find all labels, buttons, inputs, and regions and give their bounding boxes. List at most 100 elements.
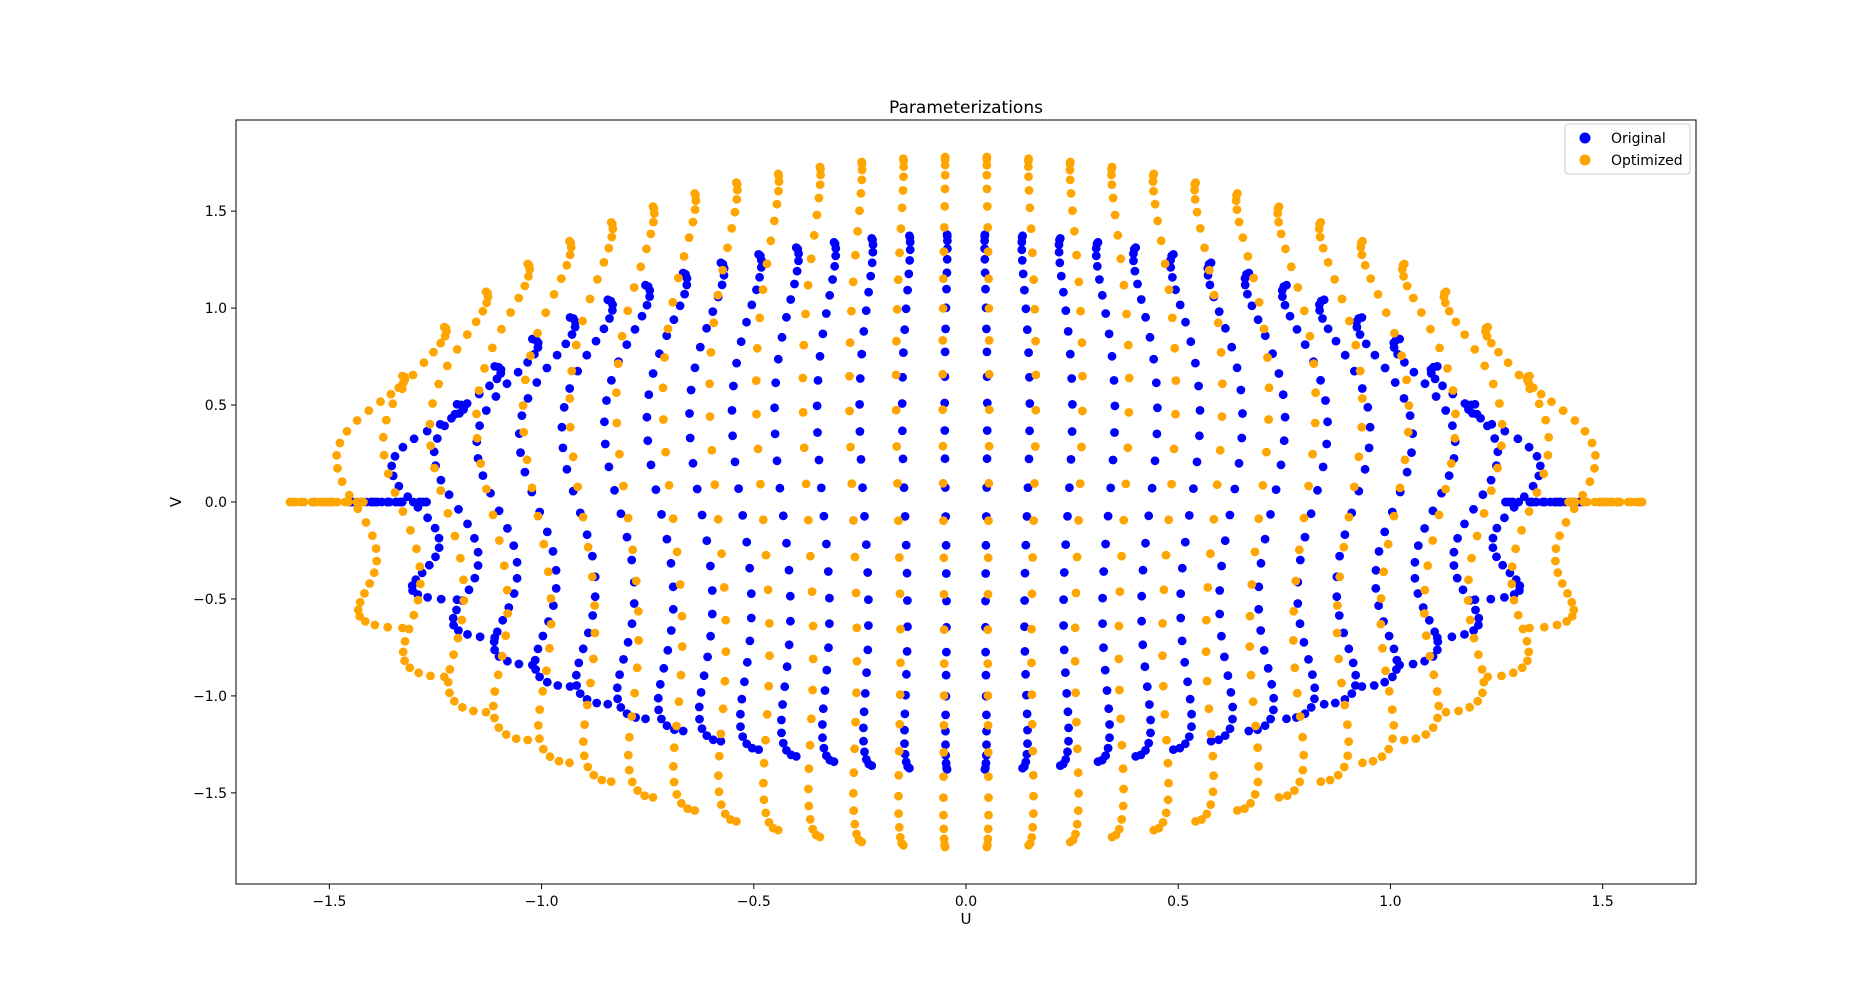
data-point-original — [436, 594, 446, 604]
data-point-optimized — [798, 373, 808, 383]
data-point-optimized — [726, 815, 735, 824]
data-point-optimized — [1590, 497, 1600, 507]
data-point-optimized — [1281, 244, 1290, 254]
data-point-original — [1266, 510, 1275, 519]
data-point-original — [1374, 547, 1384, 556]
data-point-original — [1524, 442, 1534, 452]
data-point-original — [942, 230, 952, 240]
data-point-optimized — [672, 790, 682, 799]
data-point-optimized — [1209, 514, 1219, 524]
data-point-original — [858, 483, 867, 493]
data-point-optimized — [1464, 575, 1473, 585]
data-point-original — [982, 347, 992, 357]
data-point-optimized — [755, 313, 765, 323]
data-point-optimized — [1534, 399, 1544, 409]
data-point-original — [1365, 422, 1375, 432]
data-point-optimized — [648, 202, 658, 212]
data-point-optimized — [523, 259, 533, 269]
data-point-original — [901, 304, 911, 314]
data-point-original — [1130, 266, 1140, 276]
data-point-original — [941, 710, 950, 720]
data-point-original — [1413, 589, 1423, 598]
data-point-original — [824, 643, 833, 653]
data-point-original — [1441, 406, 1451, 415]
data-point-optimized — [459, 596, 469, 605]
data-point-original — [1444, 471, 1454, 480]
data-point-original — [616, 703, 626, 712]
data-point-original — [823, 567, 833, 576]
data-point-original — [899, 348, 908, 357]
data-point-optimized — [1209, 771, 1218, 780]
data-point-optimized — [1569, 504, 1579, 514]
data-point-optimized — [365, 579, 375, 588]
data-point-optimized — [1333, 770, 1343, 780]
data-point-optimized — [893, 479, 902, 488]
data-point-optimized — [1030, 442, 1040, 451]
data-point-optimized — [565, 250, 575, 260]
data-point-optimized — [649, 217, 658, 227]
data-point-optimized — [1441, 707, 1451, 717]
data-point-optimized — [372, 556, 381, 566]
data-point-optimized — [415, 579, 425, 589]
data-point-original — [778, 700, 787, 709]
data-point-optimized — [1232, 189, 1242, 198]
data-point-original — [1478, 490, 1488, 500]
data-point-original — [825, 290, 835, 300]
data-point-optimized — [1486, 338, 1496, 348]
data-point-original — [615, 670, 624, 679]
data-point-optimized — [982, 152, 992, 162]
data-point-original — [1310, 683, 1320, 693]
data-point-original — [1137, 591, 1147, 601]
data-point-optimized — [562, 260, 572, 270]
data-point-optimized — [663, 324, 673, 334]
data-point-optimized — [1421, 730, 1431, 739]
data-point-optimized — [848, 277, 858, 287]
data-point-original — [424, 560, 434, 570]
data-point-original — [1321, 396, 1330, 405]
data-point-original — [1256, 626, 1266, 635]
data-point-original — [1364, 443, 1374, 453]
data-point-optimized — [1171, 409, 1180, 419]
data-point-optimized — [808, 685, 817, 695]
data-point-original — [784, 640, 794, 650]
data-point-original — [1486, 594, 1496, 604]
data-point-original — [651, 485, 661, 494]
data-point-optimized — [1311, 388, 1320, 398]
data-point-optimized — [896, 224, 906, 234]
data-point-original — [1023, 739, 1032, 748]
data-point-optimized — [1381, 308, 1391, 318]
data-point-optimized — [805, 740, 815, 750]
data-point-original — [475, 632, 485, 642]
data-point-original — [1488, 543, 1498, 553]
data-point-optimized — [939, 810, 948, 820]
data-point-original — [831, 251, 841, 261]
data-point-original — [901, 757, 911, 767]
data-point-optimized — [1123, 443, 1133, 453]
data-point-optimized — [1570, 416, 1580, 425]
data-point-optimized — [730, 207, 740, 217]
data-point-optimized — [625, 732, 634, 742]
data-point-optimized — [938, 478, 948, 488]
data-point-optimized — [850, 744, 859, 754]
data-point-optimized — [895, 690, 905, 700]
data-point-original — [734, 484, 743, 493]
data-point-original — [1064, 723, 1073, 733]
data-point-optimized — [1443, 364, 1452, 373]
data-point-optimized — [1388, 734, 1397, 744]
data-point-optimized — [894, 770, 904, 780]
data-point-optimized — [1115, 587, 1125, 596]
data-point-optimized — [661, 447, 670, 457]
data-point-original — [1220, 731, 1230, 740]
data-point-optimized — [983, 553, 993, 563]
data-point-original — [1323, 324, 1333, 334]
data-point-optimized — [938, 405, 948, 415]
data-point-original — [603, 295, 613, 305]
data-point-optimized — [1202, 676, 1212, 686]
data-point-original — [1247, 301, 1257, 311]
data-point-optimized — [371, 544, 381, 553]
data-point-original — [1065, 349, 1075, 359]
data-point-original — [423, 513, 432, 523]
data-point-original — [1022, 512, 1032, 521]
data-point-optimized — [606, 218, 616, 227]
data-point-original — [1192, 457, 1202, 467]
